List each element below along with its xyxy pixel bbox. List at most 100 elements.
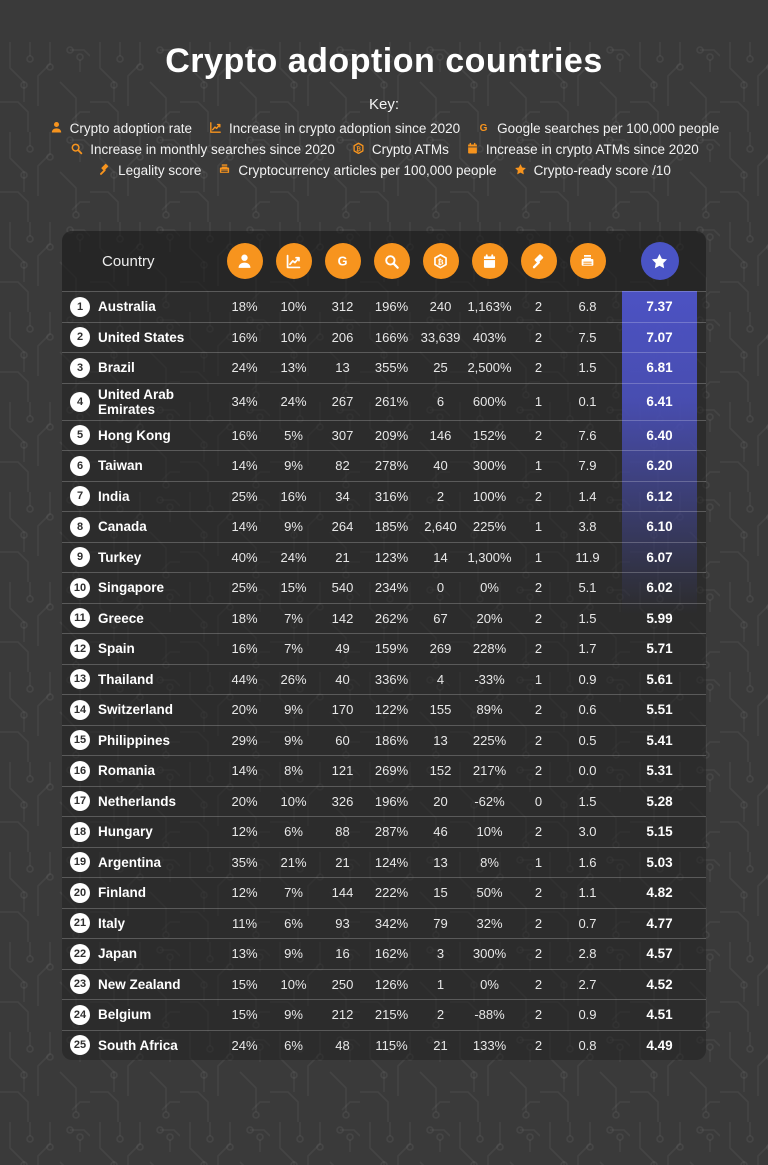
value-cell: 6.8	[578, 299, 597, 315]
table-row: 14 Switzerland 20% 9% 170 122% 155 89% 2 0.6 5.…	[62, 694, 706, 725]
rank-badge: 4	[70, 391, 90, 412]
value-cell: 9%	[284, 732, 303, 748]
gavel-icon	[97, 162, 112, 180]
legend-item-label: Crypto ATMs	[371, 142, 449, 157]
value-cell: 0.6	[578, 702, 597, 718]
value-cell: 24%	[231, 1037, 258, 1053]
table-row: 22 Japan 13% 9% 16 162% 3 300% 2 2.8 4.57	[62, 938, 706, 969]
legend-item-atm: Crypto ATMs	[351, 141, 449, 159]
score-value: 4.77	[646, 915, 673, 931]
value-cell: 1.1	[578, 885, 597, 901]
value-cell: 18%	[231, 610, 258, 626]
country-name: Japan	[98, 946, 138, 962]
table-row: 13 Thailand 44% 26% 40 336% 4 -33% 1 0.9 5.61	[62, 663, 706, 695]
value-cell: 24%	[280, 394, 307, 410]
legend-item-label: Increase in monthly searches since 2020	[90, 142, 335, 157]
legend-item-label: Increase in crypto ATMs since 2020	[485, 142, 699, 157]
value-cell: 1.5	[578, 793, 597, 809]
score-value: 7.37	[646, 299, 673, 315]
value-cell: 9%	[284, 519, 303, 535]
legend-item-star: Crypto-ready score /10	[513, 162, 671, 180]
value-cell: 269%	[374, 763, 409, 779]
value-cell: 144	[331, 885, 354, 901]
value-cell: 152	[429, 763, 452, 779]
value-cell: 50%	[476, 885, 503, 901]
value-cell: 40	[433, 458, 448, 474]
legend-item-person: Crypto adoption rate	[49, 120, 192, 138]
crypto-adoption-table: Country 1 Australia 18% 10% 312 196% 240 1,16…	[62, 231, 706, 1061]
value-cell: 20%	[231, 793, 258, 809]
value-cell: 2	[534, 488, 543, 504]
value-cell: 262%	[374, 610, 409, 626]
value-cell: 9%	[284, 702, 303, 718]
rank-badge: 23	[70, 974, 90, 995]
value-cell: -62%	[474, 793, 505, 809]
value-cell: 9%	[284, 946, 303, 962]
value-cell: 16%	[231, 329, 258, 345]
value-cell: 25%	[231, 488, 258, 504]
value-cell: 133%	[472, 1037, 507, 1053]
person-icon	[226, 243, 263, 279]
star-icon	[513, 162, 528, 180]
value-cell: 225%	[472, 519, 507, 535]
line-chart-icon	[208, 120, 223, 138]
table-row: 24 Belgium 15% 9% 212 215% 2 -88% 2 0.9 4.51	[62, 999, 706, 1030]
country-name: Italy	[98, 915, 126, 931]
value-cell: 24%	[231, 360, 258, 376]
rank-badge: 8	[70, 516, 90, 537]
value-cell: 316%	[374, 488, 409, 504]
value-cell: 2	[534, 976, 543, 992]
value-cell: 2.8	[578, 946, 597, 962]
google-icon	[476, 120, 491, 138]
news-icon	[217, 162, 232, 180]
value-cell: 2	[534, 299, 543, 315]
rank-badge: 10	[70, 577, 90, 598]
value-cell: 196%	[374, 299, 409, 315]
rank-badge: 13	[70, 669, 90, 690]
rank-badge: 7	[70, 486, 90, 507]
value-cell: 6%	[284, 915, 303, 931]
key-label: Key:	[368, 96, 399, 113]
value-cell: 0.9	[578, 1007, 597, 1023]
value-cell: 49	[335, 641, 350, 657]
value-cell: 215%	[374, 1007, 409, 1023]
rank-badge: 25	[70, 1035, 90, 1056]
legend-item-calendar: Increase in crypto ATMs since 2020	[465, 141, 699, 159]
rank-badge: 20	[70, 882, 90, 903]
value-cell: 6	[436, 394, 445, 410]
rank-badge: 15	[70, 730, 90, 751]
value-cell: 336%	[374, 671, 409, 687]
score-value: 4.82	[646, 885, 673, 901]
value-cell: 11.9	[575, 549, 600, 565]
value-cell: 2	[534, 763, 543, 779]
rank-badge: 24	[70, 1004, 90, 1025]
value-cell: 26%	[280, 671, 307, 687]
value-cell: 2	[534, 946, 543, 962]
value-cell: 67	[433, 610, 448, 626]
score-value: 6.02	[646, 580, 673, 596]
value-cell: 14%	[231, 763, 258, 779]
value-cell: 312	[331, 299, 354, 315]
table-row: 21 Italy 11% 6% 93 342% 79 32% 2 0.7 4.77	[62, 907, 706, 939]
value-cell: 15	[433, 885, 448, 901]
value-cell: 2	[534, 732, 543, 748]
value-cell: 40	[335, 671, 350, 687]
legend-item-label: Cryptocurrency articles per 100,000 peop…	[238, 163, 497, 178]
value-cell: 264	[331, 519, 354, 535]
score-value: 4.52	[646, 976, 673, 992]
score-value: 5.61	[646, 671, 673, 687]
score-value: 7.07	[646, 329, 673, 345]
value-cell: 225%	[472, 732, 507, 748]
score-value: 4.57	[646, 946, 673, 962]
score-value: 4.49	[646, 1037, 673, 1053]
table-row: 20 Finland 12% 7% 144 222% 15 50% 2 1.1 4.82	[62, 877, 706, 908]
value-cell: 0	[534, 793, 543, 809]
value-cell: 162%	[374, 946, 409, 962]
value-cell: 185%	[374, 519, 409, 535]
score-value: 6.40	[646, 427, 673, 443]
country-name: Switzerland	[98, 702, 174, 718]
value-cell: 16%	[231, 641, 258, 657]
value-cell: 24%	[280, 549, 307, 565]
country-name: Hungary	[98, 824, 153, 840]
value-cell: 25%	[231, 580, 258, 596]
